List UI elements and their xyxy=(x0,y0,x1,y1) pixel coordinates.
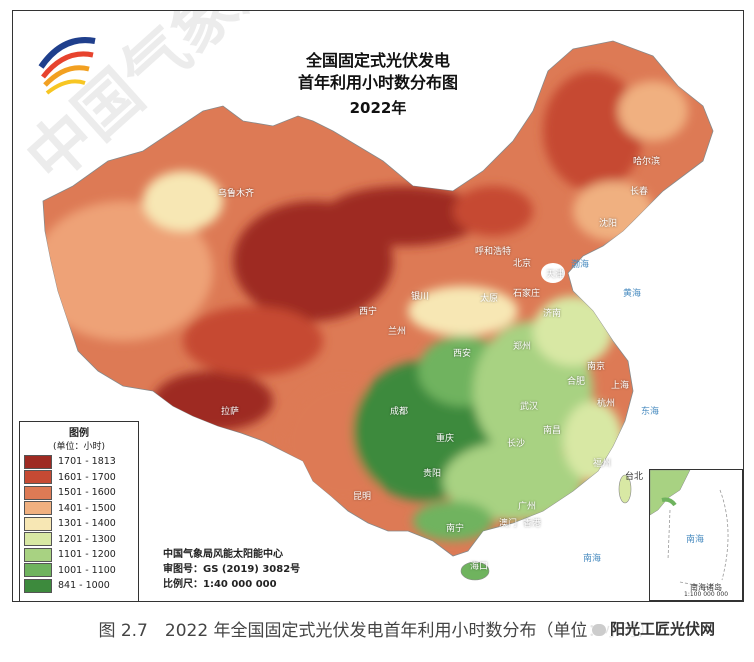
credit-org: 中国气象局风能太阳能中心 xyxy=(163,549,283,560)
city-label: 郑州 xyxy=(513,342,532,352)
legend-title: 图例 xyxy=(69,428,89,439)
map-credits: 中国气象局风能太阳能中心 审图号：GS (2019) 3082号 比例尺：1:4… xyxy=(163,547,300,592)
inset-label: 南海诸岛 xyxy=(690,583,722,592)
city-label: 天津 xyxy=(546,270,565,280)
legend-label: 1001 - 1100 xyxy=(58,564,116,576)
city-label: 昆明 xyxy=(353,492,372,502)
legend-row: 1701 - 1813 xyxy=(20,454,138,470)
city-label: 香港 xyxy=(523,519,542,529)
legend-row: 1201 - 1300 xyxy=(20,532,138,548)
city-label: 乌鲁木齐 xyxy=(218,189,255,199)
legend-label: 1401 - 1500 xyxy=(58,502,116,514)
legend-row: 1301 - 1400 xyxy=(20,516,138,532)
wechat-icon xyxy=(592,623,606,636)
city-label: 贵阳 xyxy=(423,469,442,479)
map-frame: 中国气象局风 全国固定式光伏发电 首年利用小时数分布图 2022年 哈尔滨 长春… xyxy=(12,10,744,602)
city-label: 石家庄 xyxy=(513,289,541,299)
legend-row: 1401 - 1500 xyxy=(20,501,138,517)
city-label: 长沙 xyxy=(507,439,526,449)
city-label: 太原 xyxy=(480,294,499,304)
city-label: 合肥 xyxy=(567,377,586,387)
city-label: 武汉 xyxy=(520,402,539,412)
credit-scale: 比例尺：1:40 000 000 xyxy=(163,579,277,590)
sea-label: 东海 xyxy=(641,407,660,417)
city-label: 沈阳 xyxy=(599,219,618,229)
city-label: 哈尔滨 xyxy=(633,157,661,167)
legend-row: 1601 - 1700 xyxy=(20,470,138,486)
map-title-line2: 首年利用小时数分布图 xyxy=(297,73,458,92)
city-label: 西安 xyxy=(453,349,472,359)
legend-swatch xyxy=(24,501,52,516)
city-label: 成都 xyxy=(390,407,409,417)
legend-label: 841 - 1000 xyxy=(58,580,110,592)
city-label: 澳门 xyxy=(499,519,518,529)
taiwan xyxy=(618,474,632,504)
hainan xyxy=(460,561,490,581)
sea-label: 渤海 xyxy=(571,260,590,270)
logo-icon xyxy=(38,37,96,95)
inset-scale: 1:100 000 000 xyxy=(684,591,729,598)
legend-swatch xyxy=(24,578,52,593)
map-title-year: 2022年 xyxy=(349,99,407,117)
city-label: 长春 xyxy=(630,187,649,197)
map-title-line1: 全国固定式光伏发电 xyxy=(305,51,450,70)
legend-swatch xyxy=(24,454,52,469)
legend-unit: (单位：小时) xyxy=(52,442,106,452)
map-legend: 图例 (单位：小时) 1701 - 1813 1601 - 1700 1501 - … xyxy=(19,421,139,601)
city-label: 广州 xyxy=(518,502,537,512)
sea-label: 黄海 xyxy=(623,289,642,299)
legend-label: 1501 - 1600 xyxy=(58,487,116,499)
legend-label: 1101 - 1200 xyxy=(58,549,116,561)
city-label: 北京 xyxy=(513,259,532,269)
brand-watermark: 阳光工匠光伏网 xyxy=(590,618,718,639)
inset-map xyxy=(649,469,729,589)
city-label: 重庆 xyxy=(436,434,455,444)
city-label: 南京 xyxy=(587,362,606,372)
city-label: 呼和浩特 xyxy=(475,247,512,257)
city-label: 上海 xyxy=(611,381,630,391)
city-label: 济南 xyxy=(543,309,562,319)
figure-caption: 图 2.7 2022 年全国固定式光伏发电首年利用小时数分布（单位：小时） xyxy=(98,621,656,641)
city-label: 南昌 xyxy=(543,426,562,436)
city-label: 拉萨 xyxy=(221,407,240,417)
legend-row: 1501 - 1600 xyxy=(20,485,138,501)
legend-label: 1201 - 1300 xyxy=(58,533,116,545)
legend-swatch xyxy=(24,516,52,531)
sea-label: 南海 xyxy=(583,554,602,564)
legend-label: 1301 - 1400 xyxy=(58,518,116,530)
brand-text: 阳光工匠光伏网 xyxy=(610,620,716,638)
legend-label: 1701 - 1813 xyxy=(58,456,116,468)
inset-sea-label: 南海 xyxy=(686,535,705,545)
legend-swatch xyxy=(24,485,52,500)
city-label: 兰州 xyxy=(388,327,407,337)
city-label: 西宁 xyxy=(359,307,378,317)
legend-row: 1001 - 1100 xyxy=(20,563,138,579)
legend-swatch xyxy=(24,547,52,562)
city-label: 银川 xyxy=(411,292,430,302)
legend-row: 841 - 1000 xyxy=(20,578,138,594)
city-label: 海口 xyxy=(470,562,489,572)
legend-swatch xyxy=(24,563,52,578)
city-label: 福州 xyxy=(593,459,612,469)
city-label: 台北 xyxy=(625,472,644,482)
south-sea-inset: 南海 南海诸岛 1:100 000 000 xyxy=(649,469,743,601)
city-label: 南宁 xyxy=(446,524,465,534)
credit-review: 审图号：GS (2019) 3082号 xyxy=(163,564,301,575)
legend-swatch xyxy=(24,470,52,485)
legend-row: 1101 - 1200 xyxy=(20,547,138,563)
legend-swatch xyxy=(24,532,52,547)
color-zones xyxy=(43,71,688,541)
china-solar-map xyxy=(42,40,714,581)
city-label: 杭州 xyxy=(597,399,616,409)
legend-label: 1601 - 1700 xyxy=(58,471,116,483)
